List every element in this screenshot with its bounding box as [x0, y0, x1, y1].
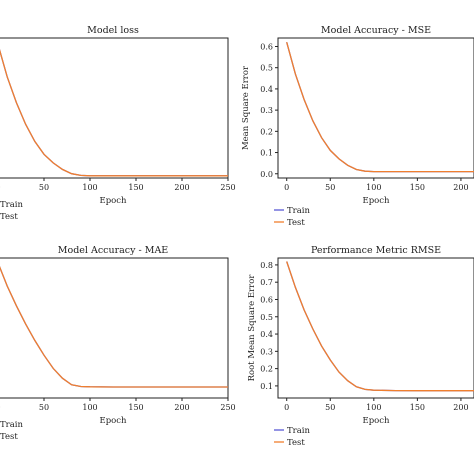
legend-label-test: Test — [287, 438, 305, 448]
series-line-test — [0, 266, 228, 388]
series-line-train — [286, 261, 474, 392]
y-tick-label: 0.0 — [260, 170, 273, 179]
x-tick-label: 150 — [410, 403, 425, 412]
plot-frame — [277, 257, 474, 399]
x-tick-label: 200 — [453, 403, 468, 412]
y-tick-label: 0.7 — [260, 278, 273, 287]
x-tick-label: 150 — [128, 183, 143, 192]
y-tick-label: 0.2 — [260, 365, 273, 374]
chart-panel-1: Model loss 0 50 100 150 200 250 Epoch Train Test — [0, 25, 236, 222]
y-tick-label: 0.4 — [260, 330, 273, 339]
x-axis-label: Epoch — [100, 416, 128, 426]
x-tick-label: 200 — [174, 183, 189, 192]
y-axis-label: Mean Square Error — [241, 65, 251, 150]
chart-title: Model Accuracy - MSE — [321, 25, 431, 36]
y-tick-label: 0.2 — [260, 127, 273, 136]
legend: Train Test — [274, 426, 311, 448]
x-axis-label: Epoch — [363, 196, 391, 206]
legend-label-test: Test — [0, 212, 18, 222]
x-tick-label: 50 — [325, 183, 335, 192]
plot-frame — [0, 37, 229, 179]
x-tick-label: 0 — [0, 183, 1, 192]
legend-label-train: Train — [0, 420, 24, 430]
x-tick-label: 100 — [82, 183, 97, 192]
x-tick-label: 100 — [366, 403, 381, 412]
x-tick-label: 0 — [284, 183, 289, 192]
y-tick-label: 0.6 — [260, 42, 273, 51]
x-axis-label: Epoch — [100, 196, 128, 206]
y-tick-label: 0.1 — [260, 382, 273, 391]
x-tick-label: 0 — [0, 403, 1, 412]
y-tick-label: 0.3 — [260, 347, 273, 356]
x-axis-label: Epoch — [363, 416, 391, 426]
x-tick-label: 250 — [220, 403, 235, 412]
x-tick-label: 50 — [39, 183, 49, 192]
x-tick-label: 50 — [39, 403, 49, 412]
x-tick-label: 150 — [128, 403, 143, 412]
series-line-train — [286, 42, 474, 173]
y-tick-label: 0.6 — [260, 295, 273, 304]
legend-label-train: Train — [287, 206, 311, 216]
series-line-test — [286, 42, 474, 173]
legend-label-train: Train — [0, 200, 24, 210]
y-tick-label: 0.1 — [260, 149, 273, 158]
chart-panel-2: Model Accuracy - MSE 0 50 100 150 200 0.0 0.1 0.… — [241, 25, 474, 228]
y-tick-label: 0.3 — [260, 106, 273, 115]
chart-panel-4: Performance Metric RMSE 0 50 100 150 200 0.1 0.… — [247, 245, 474, 448]
y-tick-label: 0.8 — [260, 261, 273, 270]
x-tick-label: 250 — [220, 183, 235, 192]
series-line-train — [0, 266, 228, 388]
series-line-test — [0, 49, 228, 177]
x-tick-label: 100 — [366, 183, 381, 192]
plot-frame — [277, 37, 474, 179]
x-tick-label: 150 — [410, 183, 425, 192]
plot-frame — [0, 257, 229, 399]
x-tick-label: 200 — [174, 403, 189, 412]
chart-title: Model Accuracy - MAE — [58, 245, 169, 256]
x-tick-label: 0 — [284, 403, 289, 412]
legend-label-test: Test — [287, 218, 305, 228]
legend: Train Test — [0, 420, 24, 442]
legend-label-test: Test — [0, 432, 18, 442]
legend-label-train: Train — [287, 426, 311, 436]
chart-panel-3: Model Accuracy - MAE 0 50 100 150 200 250 Epoch… — [0, 245, 236, 442]
y-tick-label: 0.5 — [260, 313, 273, 322]
y-tick-label: 0.5 — [260, 64, 273, 73]
x-tick-label: 200 — [453, 183, 468, 192]
y-tick-label: 0.4 — [260, 85, 273, 94]
legend: Train Test — [274, 206, 311, 228]
chart-title: Model loss — [87, 25, 139, 36]
y-axis-label: Root Mean Square Error — [247, 274, 257, 382]
chart-title: Performance Metric RMSE — [311, 245, 441, 256]
x-tick-label: 100 — [82, 403, 97, 412]
series-line-test — [286, 261, 474, 392]
x-tick-label: 50 — [325, 403, 335, 412]
series-line-train — [0, 49, 228, 177]
legend: Train Test — [0, 200, 24, 222]
